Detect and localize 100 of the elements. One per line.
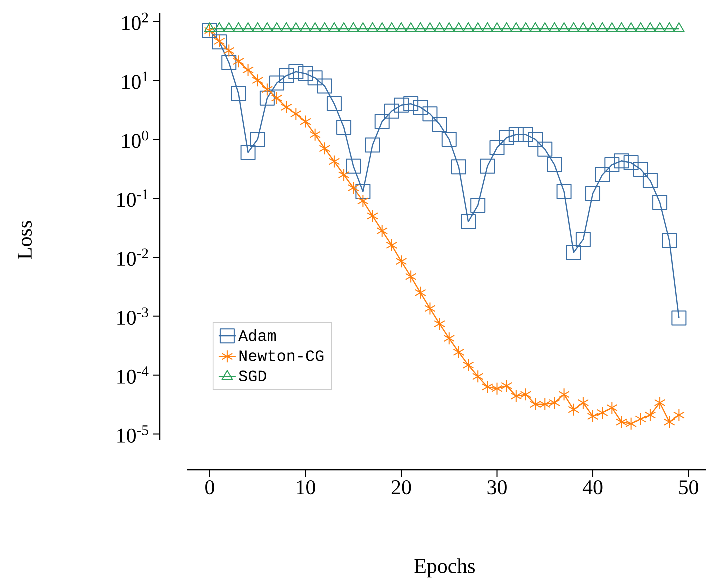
point [490, 140, 505, 156]
point [518, 127, 534, 142]
point [578, 396, 590, 410]
point [356, 184, 371, 200]
point [664, 416, 676, 429]
point [367, 210, 378, 223]
point [501, 379, 513, 392]
point [633, 162, 648, 178]
y-tick-label: 10$^{1}$ [122, 72, 148, 90]
point [672, 310, 687, 326]
point [422, 106, 438, 122]
point [568, 403, 580, 416]
x-tick-label: 10 [297, 480, 316, 495]
point [298, 66, 314, 82]
point [461, 214, 476, 230]
point [547, 157, 562, 172]
point [556, 184, 572, 200]
point [673, 22, 685, 32]
point [242, 64, 254, 77]
point [233, 22, 244, 32]
point [492, 22, 503, 32]
point [233, 55, 244, 68]
x-axis-title: Epochs [414, 558, 475, 578]
point [262, 22, 274, 32]
point [654, 22, 666, 32]
point [280, 22, 292, 32]
point [376, 224, 388, 238]
point [348, 182, 360, 195]
point [642, 173, 658, 188]
point [328, 22, 340, 32]
y-axis-title: Loss [18, 221, 32, 260]
point [384, 104, 400, 119]
point [530, 398, 542, 412]
point [530, 22, 542, 32]
point [528, 132, 544, 148]
point [336, 120, 352, 135]
point [262, 83, 274, 96]
point [520, 388, 532, 402]
point [396, 22, 408, 32]
point [290, 22, 302, 32]
point [405, 270, 417, 284]
point [374, 114, 390, 130]
point [319, 22, 331, 32]
x-tick-label: 50 [680, 480, 698, 495]
point [654, 396, 666, 410]
point [508, 127, 524, 142]
point [328, 155, 340, 168]
point [587, 410, 599, 424]
point [587, 22, 599, 32]
point [204, 22, 216, 32]
point [606, 401, 618, 414]
point [290, 108, 302, 121]
point [222, 55, 237, 70]
point [510, 22, 522, 32]
point [482, 22, 494, 32]
point [453, 346, 465, 359]
point [444, 332, 456, 346]
point [338, 22, 350, 32]
point [635, 412, 647, 426]
point [424, 302, 436, 316]
point [252, 74, 264, 88]
point [250, 132, 266, 148]
point [444, 22, 456, 32]
point [673, 408, 685, 422]
point [549, 22, 560, 32]
point [616, 416, 628, 429]
point [288, 64, 304, 80]
point [434, 22, 446, 32]
point [376, 22, 388, 32]
y-tick-label: 10$^{-3}$ [118, 308, 148, 326]
point [367, 22, 378, 32]
point [414, 286, 426, 300]
point [432, 116, 448, 132]
point [596, 406, 608, 420]
point [595, 168, 610, 183]
point [501, 22, 513, 32]
legend-label: Newton-CG [240, 350, 324, 362]
point [664, 22, 676, 32]
x-tick-label: 30 [488, 480, 507, 495]
point [624, 155, 639, 170]
point [405, 22, 417, 32]
point [346, 158, 362, 174]
point [462, 22, 474, 32]
y-tick-label: 10$^{0}$ [122, 130, 148, 148]
point [472, 22, 484, 32]
point [480, 158, 496, 174]
point [338, 168, 350, 182]
point [558, 22, 570, 32]
point [424, 22, 436, 32]
point [413, 100, 428, 115]
point [270, 76, 285, 91]
point [280, 100, 292, 114]
point [578, 22, 590, 32]
point [365, 138, 380, 153]
y-tick-label: 10$^{-1}$ [118, 190, 148, 208]
y-tick-label: 10$^{-4}$ [118, 366, 149, 384]
point [252, 22, 264, 32]
point [271, 92, 283, 105]
point [604, 157, 620, 172]
point [626, 22, 638, 32]
